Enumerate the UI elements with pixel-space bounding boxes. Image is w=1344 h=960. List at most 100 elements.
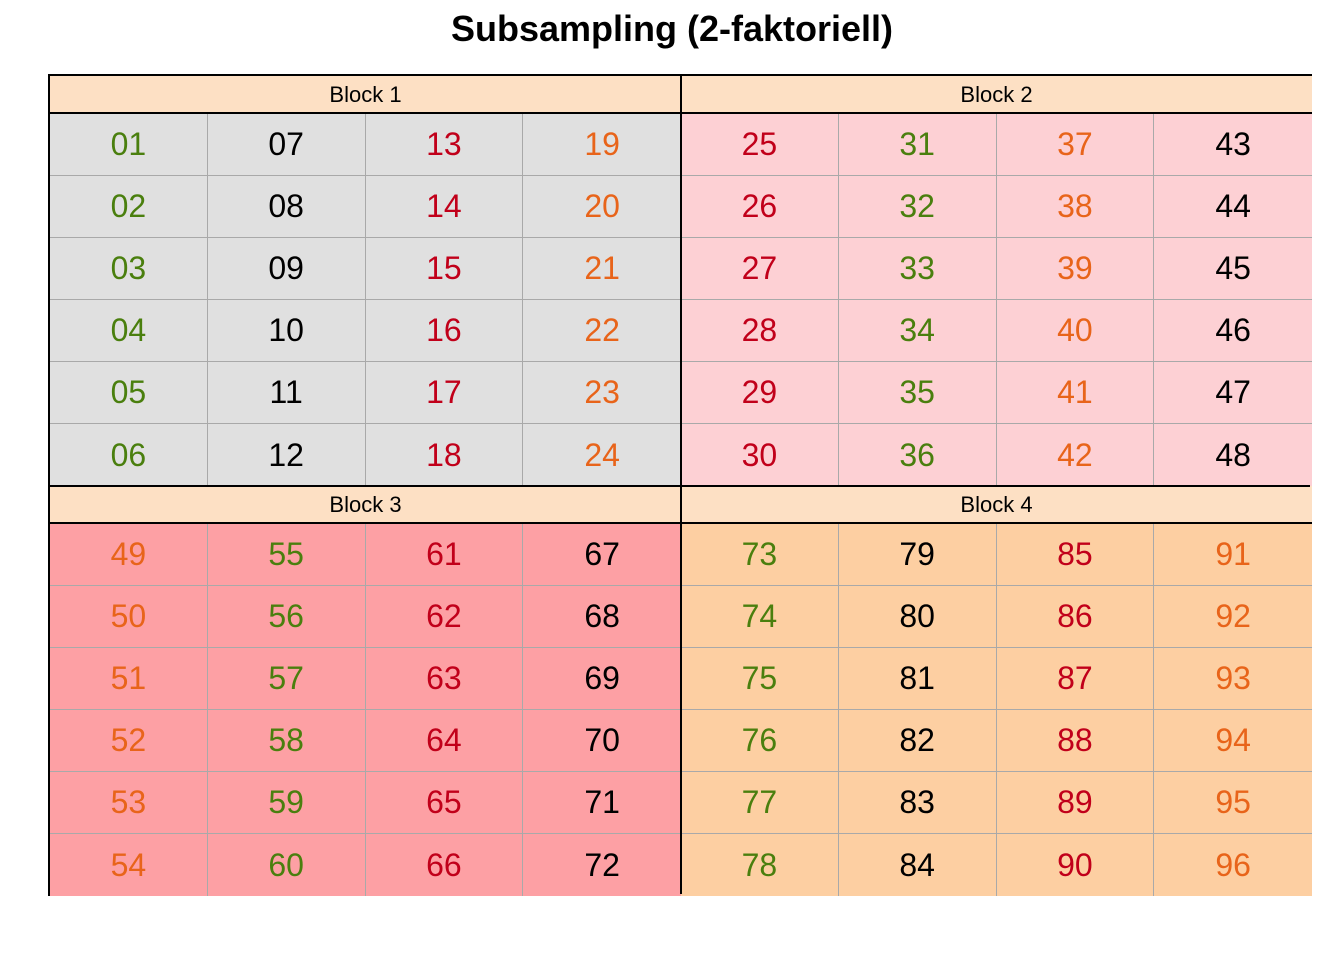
block-2: Block 2 25 31 37 43 26 32 38 44 27 33 39 45 28 34 40 46… (681, 76, 1312, 486)
sample-cell: 46 (1154, 300, 1312, 362)
sample-cell: 17 (365, 362, 524, 424)
sample-cell: 30 (681, 424, 839, 486)
sample-cell: 15 (365, 238, 524, 300)
sample-cell: 22 (523, 300, 681, 362)
sample-cell: 51 (50, 648, 208, 710)
sample-cell: 38 (996, 176, 1155, 238)
sample-cell: 84 (839, 834, 997, 896)
sample-cell: 69 (523, 648, 681, 710)
sample-cell: 45 (1154, 238, 1312, 300)
sample-cell: 55 (207, 524, 366, 586)
sample-cell: 58 (207, 710, 366, 772)
sample-cell: 56 (207, 586, 366, 648)
block-4: Block 4 73 79 85 91 74 80 86 92 75 81 87 93 76 82 88 94… (681, 486, 1312, 896)
sample-cell: 88 (996, 710, 1155, 772)
sample-cell: 28 (681, 300, 839, 362)
sample-cell: 29 (681, 362, 839, 424)
sample-cell: 43 (1154, 114, 1312, 176)
sample-cell: 31 (838, 114, 997, 176)
sample-cell: 61 (365, 524, 524, 586)
sample-cell: 09 (207, 238, 366, 300)
block-divider-horizontal (50, 485, 1310, 487)
sample-cell: 66 (366, 834, 524, 896)
sample-cell: 80 (838, 586, 997, 648)
sample-cell: 18 (366, 424, 524, 486)
sample-cell: 06 (50, 424, 208, 486)
sample-cell: 67 (523, 524, 681, 586)
sample-cell: 87 (996, 648, 1155, 710)
block-cells: 01 07 13 19 02 08 14 20 03 09 15 21 04 10 16 22 05 11 17 23… (50, 114, 681, 486)
sample-cell: 05 (50, 362, 208, 424)
sample-cell: 21 (523, 238, 681, 300)
sample-cell: 35 (838, 362, 997, 424)
sample-cell: 57 (207, 648, 366, 710)
sample-cell: 47 (1154, 362, 1312, 424)
sample-cell: 71 (523, 772, 681, 834)
sample-cell: 16 (365, 300, 524, 362)
sample-cell: 12 (208, 424, 366, 486)
block-header: Block 4 (681, 486, 1312, 524)
sample-cell: 95 (1154, 772, 1312, 834)
sample-cell: 13 (365, 114, 524, 176)
sample-cell: 03 (50, 238, 208, 300)
sample-cell: 33 (838, 238, 997, 300)
sample-cell: 24 (584, 436, 620, 473)
sample-cell: 52 (50, 710, 208, 772)
sample-cell: 14 (365, 176, 524, 238)
block-3: Block 3 49 55 61 67 50 56 62 68 51 57 63 69 52 58 64 70… (50, 486, 681, 896)
sample-cell: 81 (838, 648, 997, 710)
sample-cell: 75 (681, 648, 839, 710)
sample-cell: 53 (50, 772, 208, 834)
sample-cell: 50 (50, 586, 208, 648)
sample-cell: 64 (365, 710, 524, 772)
sample-cell: 08 (207, 176, 366, 238)
sample-cell: 19 (523, 114, 681, 176)
sample-cell: 11 (207, 362, 366, 424)
sample-cell: 36 (839, 424, 997, 486)
sample-cell: 42 (997, 424, 1155, 486)
sample-cell: 94 (1154, 710, 1312, 772)
sample-cell: 85 (996, 524, 1155, 586)
sample-cell: 65 (365, 772, 524, 834)
sample-cell: 68 (523, 586, 681, 648)
diagram-title: Subsampling (2-faktoriell) (450, 8, 894, 49)
sample-cell: 92 (1154, 586, 1312, 648)
sample-cell: 93 (1154, 648, 1312, 710)
sample-cell: 48 (1215, 436, 1251, 473)
sample-cell: 59 (207, 772, 366, 834)
sample-cell: 79 (838, 524, 997, 586)
sample-cell: 20 (523, 176, 681, 238)
sample-cell: 96 (1215, 846, 1251, 883)
sample-cell: 44 (1154, 176, 1312, 238)
sample-cell: 90 (997, 834, 1155, 896)
sample-cell: 34 (838, 300, 997, 362)
sample-cell: 01 (50, 114, 208, 176)
sample-cell: 77 (681, 772, 839, 834)
sample-cell: 73 (681, 524, 839, 586)
sample-cell: 04 (50, 300, 208, 362)
sample-cell: 39 (996, 238, 1155, 300)
block-cells: 73 79 85 91 74 80 86 92 75 81 87 93 76 82 88 94 77 83 89 95… (681, 524, 1312, 896)
sample-cell: 40 (996, 300, 1155, 362)
sample-cell: 23 (523, 362, 681, 424)
sample-cell: 02 (50, 176, 208, 238)
sample-cell: 60 (208, 834, 366, 896)
sample-cell: 70 (523, 710, 681, 772)
sample-cell: 62 (365, 586, 524, 648)
block-1: Block 1 01 07 13 19 02 08 14 20 03 09 15 21 04 10 16 22… (50, 76, 681, 486)
subsampling-grid: Block 1 01 07 13 19 02 08 14 20 03 09 15 21 04 10 16 22… (48, 74, 1312, 896)
sample-cell: 41 (996, 362, 1155, 424)
sample-cell: 37 (996, 114, 1155, 176)
sample-cell: 89 (996, 772, 1155, 834)
sample-cell: 78 (681, 834, 839, 896)
sample-cell: 76 (681, 710, 839, 772)
sample-cell: 25 (681, 114, 839, 176)
sample-cell: 32 (838, 176, 997, 238)
sample-cell: 91 (1154, 524, 1312, 586)
sample-cell: 72 (584, 846, 620, 883)
sample-cell: 63 (365, 648, 524, 710)
block-header: Block 2 (681, 76, 1312, 114)
block-header: Block 3 (50, 486, 681, 524)
sample-cell: 74 (681, 586, 839, 648)
block-cells: 25 31 37 43 26 32 38 44 27 33 39 45 28 34 40 46 29 35 41 47… (681, 114, 1312, 486)
